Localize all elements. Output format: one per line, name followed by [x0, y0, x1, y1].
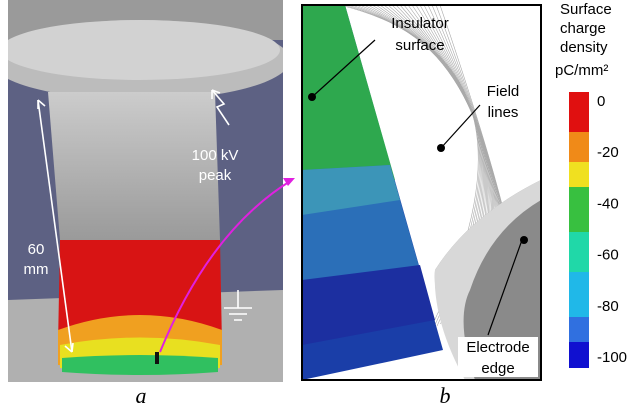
panel-b-image — [302, 5, 541, 380]
colorbar-title: charge — [560, 20, 606, 37]
colorbar — [569, 92, 589, 368]
annotation: surface — [395, 37, 444, 54]
colorbar-title: Surface — [560, 1, 612, 18]
annotation: Insulator — [391, 15, 449, 32]
annotation: Electrode — [466, 339, 529, 356]
colorbar-tick-label: -60 — [597, 247, 619, 264]
colorbar-unit: pC/mm² — [555, 62, 608, 79]
panel-label: b — [440, 383, 451, 408]
colorbar-tick-label: -100 — [597, 349, 627, 366]
annotation: edge — [481, 360, 514, 377]
annotation: mm — [24, 261, 49, 278]
annotation: peak — [199, 167, 232, 184]
annotation: Field — [487, 83, 520, 100]
colorbar-title: density — [560, 39, 608, 56]
panel-label: a — [136, 383, 147, 408]
panel-a-image — [0, 0, 290, 382]
annotation: 100 kV — [192, 147, 239, 164]
colorbar-tick-label: -80 — [597, 298, 619, 315]
colorbar-tick-label: 0 — [597, 93, 605, 110]
colorbar-tick-label: -20 — [597, 144, 619, 161]
colorbar-tick-label: -40 — [597, 195, 619, 212]
figure: 100 kV peak 60 mm a Insulator surface Fi… — [0, 0, 639, 411]
annotation: lines — [488, 104, 519, 121]
annotation: 60 — [28, 241, 45, 258]
